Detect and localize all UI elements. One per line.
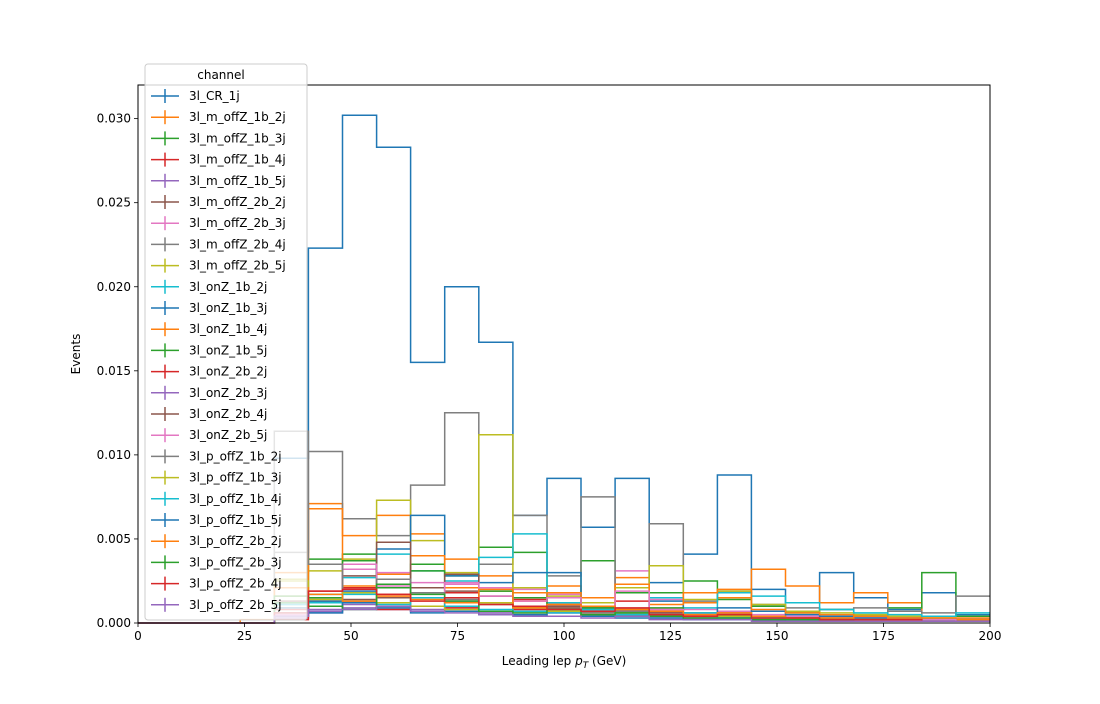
- x-tick-label: 75: [450, 629, 465, 643]
- legend-label: 3l_onZ_1b_2j: [189, 280, 267, 294]
- legend-box: [144, 63, 308, 621]
- x-axis-label-sub: T: [583, 661, 590, 671]
- legend-label: 3l_m_offZ_1b_4j: [189, 153, 286, 167]
- legend-label: 3l_p_offZ_2b_3j: [189, 555, 282, 569]
- legend: channel 3l_CR_1j 3l_m_offZ_1b_2j 3l_m_offZ_…: [144, 63, 308, 621]
- y-tick-label: 0.005: [97, 532, 131, 546]
- y-tick-label: 0.025: [97, 196, 131, 210]
- legend-label: 3l_p_offZ_1b_5j: [189, 513, 282, 527]
- x-tick-label: 175: [872, 629, 895, 643]
- x-tick-label: 200: [979, 629, 1002, 643]
- legend-label: 3l_m_offZ_2b_4j: [189, 237, 286, 251]
- x-tick-label: 50: [343, 629, 358, 643]
- series-line-3l_p_offZ_2b_4j: [138, 588, 990, 624]
- x-tick-label: 25: [237, 629, 252, 643]
- x-axis: 0 25 50 75 100 125 150 175 200: [134, 623, 1001, 643]
- x-axis-label-p: p: [574, 654, 583, 668]
- legend-label: 3l_onZ_2b_3j: [189, 386, 267, 400]
- legend-label: 3l_p_offZ_1b_2j: [189, 449, 282, 463]
- legend-label: 3l_onZ_1b_5j: [189, 343, 267, 357]
- legend-title: channel: [197, 68, 244, 82]
- series-line-3l_onZ_1b_3j: [138, 514, 990, 624]
- x-tick-label: 0: [134, 629, 142, 643]
- legend-label: 3l_onZ_2b_2j: [189, 365, 267, 379]
- legend-label: 3l_CR_1j: [189, 89, 240, 103]
- legend-label: 3l_m_offZ_2b_5j: [189, 259, 286, 273]
- x-axis-label: Leading lep pT (GeV): [502, 654, 627, 671]
- x-tick-label: 150: [766, 629, 789, 643]
- legend-label: 3l_m_offZ_1b_3j: [189, 131, 286, 145]
- y-axis: 0.000 0.005 0.010 0.015 0.020 0.025 0.030: [97, 112, 138, 630]
- legend-label: 3l_m_offZ_2b_2j: [189, 195, 286, 209]
- x-tick-label: 100: [553, 629, 576, 643]
- legend-label: 3l_m_offZ_2b_3j: [189, 216, 286, 230]
- y-tick-label: 0.020: [97, 280, 131, 294]
- y-tick-label: 0.010: [97, 448, 131, 462]
- y-axis-label: Events: [69, 334, 83, 375]
- y-tick-label: 0.000: [97, 616, 131, 630]
- legend-label: 3l_p_offZ_1b_4j: [189, 492, 282, 506]
- y-tick-label: 0.015: [97, 364, 131, 378]
- series-line-3l_p_offZ_2b_5j: [138, 605, 990, 624]
- legend-label: 3l_p_offZ_2b_4j: [189, 577, 282, 591]
- legend-label: 3l_onZ_2b_4j: [189, 407, 267, 421]
- x-axis-label-main: Leading lep: [502, 654, 575, 668]
- series-layer: [138, 114, 990, 624]
- legend-label: 3l_p_offZ_2b_2j: [189, 534, 282, 548]
- legend-label: 3l_m_offZ_1b_5j: [189, 174, 286, 188]
- legend-label: 3l_p_offZ_1b_3j: [189, 471, 282, 485]
- x-tick-label: 125: [659, 629, 682, 643]
- legend-label: 3l_p_offZ_2b_5j: [189, 598, 282, 612]
- legend-label: 3l_onZ_1b_3j: [189, 301, 267, 315]
- x-axis-label-unit: (GeV): [588, 654, 626, 668]
- legend-label: 3l_onZ_2b_5j: [189, 428, 267, 442]
- legend-label: 3l_onZ_1b_4j: [189, 322, 267, 336]
- legend-label: 3l_m_offZ_1b_2j: [189, 110, 286, 124]
- y-tick-label: 0.030: [97, 112, 131, 126]
